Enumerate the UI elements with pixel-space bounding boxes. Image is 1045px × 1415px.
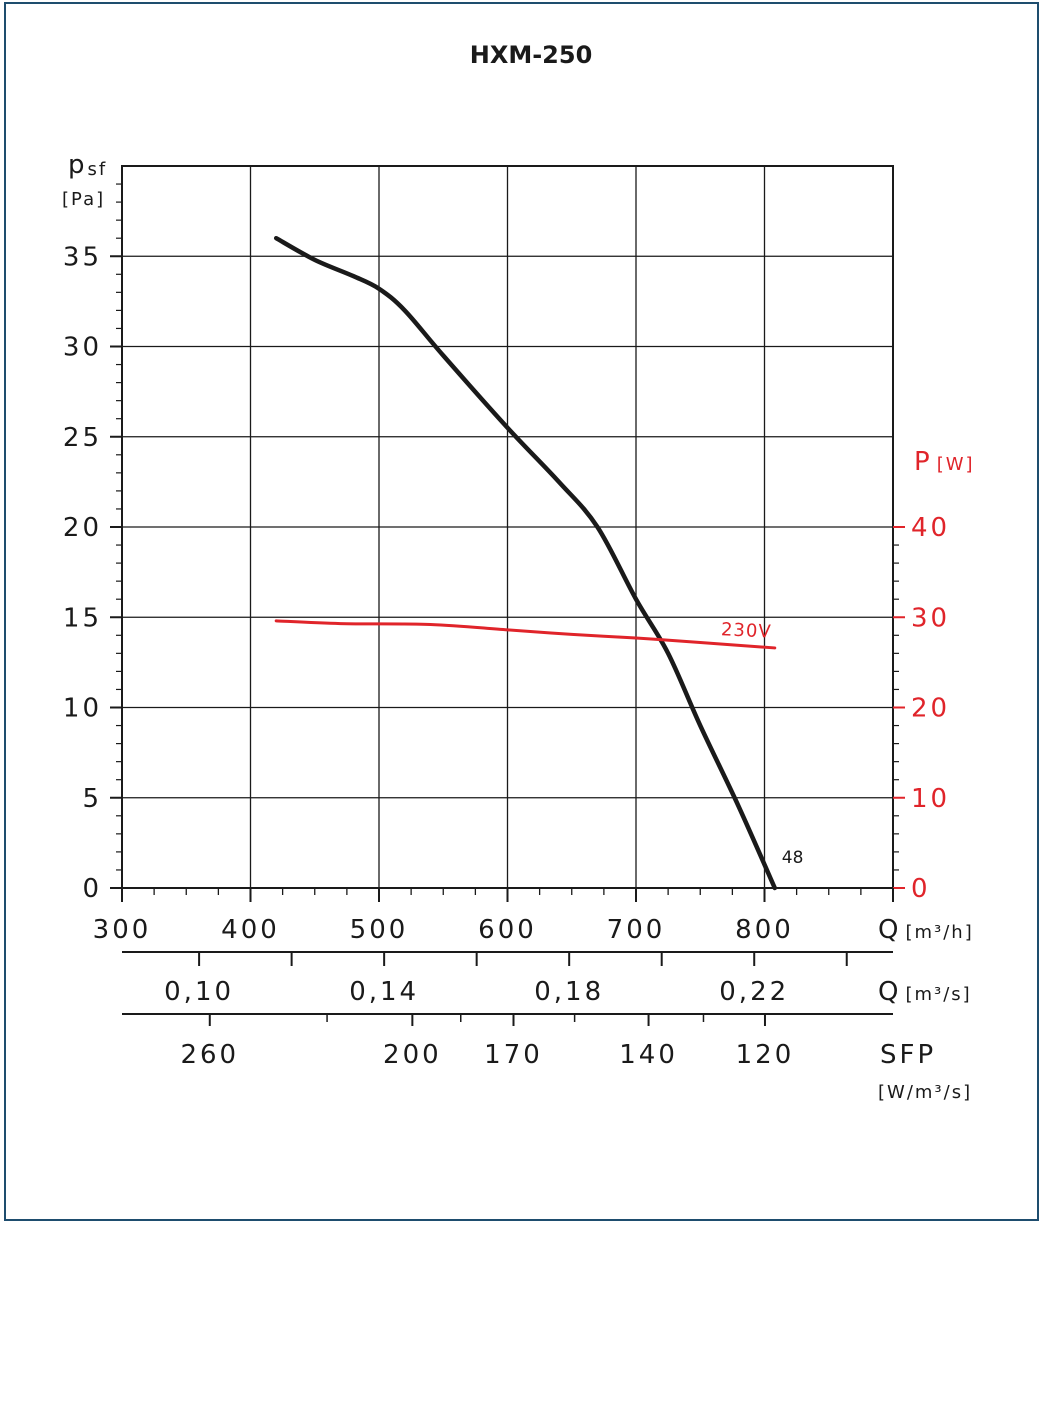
sfp-unit: [W/m³/s] bbox=[878, 1082, 972, 1103]
y-right-tick-label: 40 bbox=[911, 513, 950, 543]
x2-label: Q [m³/s] bbox=[878, 977, 972, 1007]
x-tick-label: 700 bbox=[607, 915, 666, 945]
x-tick-label: 600 bbox=[478, 915, 537, 945]
y-left-tick-label: 20 bbox=[63, 513, 102, 543]
x-tick-label: 400 bbox=[221, 915, 280, 945]
y-left-tick-label: 5 bbox=[82, 784, 102, 814]
y-right-label: P [W] bbox=[914, 447, 975, 477]
y-left-tick-label: 15 bbox=[63, 603, 102, 633]
y-left-tick-label: 35 bbox=[63, 242, 102, 272]
axis-ticks bbox=[110, 183, 905, 1026]
sfp-tick-label: 170 bbox=[484, 1040, 543, 1070]
sfp-tick-label: 200 bbox=[383, 1040, 442, 1070]
sfp-tick-label: 120 bbox=[736, 1040, 795, 1070]
x-label: Q [m³/h] bbox=[878, 915, 974, 945]
y-right-tick-label: 10 bbox=[911, 784, 950, 814]
y-left-unit: [Pa] bbox=[62, 189, 105, 210]
x2-tick-label: 0,18 bbox=[534, 977, 604, 1007]
y-left-tick-label: 30 bbox=[63, 333, 102, 363]
x2-tick-label: 0,22 bbox=[719, 977, 789, 1007]
axis-tick-labels: 0 5 10 15 20 25 30 35 0 10 20 30 40 300 400 500 600 700 80… bbox=[63, 242, 950, 1070]
chart-title: HXM-250 bbox=[470, 41, 593, 69]
pressure-curve bbox=[273, 235, 778, 891]
x2-tick-label: 0,14 bbox=[349, 977, 419, 1007]
x-tick-label: 300 bbox=[93, 915, 152, 945]
y-right-tick-label: 20 bbox=[911, 694, 950, 724]
y-right-tick-label: 30 bbox=[911, 603, 950, 633]
x-tick-label: 500 bbox=[350, 915, 409, 945]
grid bbox=[121, 165, 894, 889]
pressure-curve-label: 48 bbox=[782, 848, 804, 868]
sfp-label: SFP bbox=[880, 1040, 936, 1070]
x-tick-label: 800 bbox=[735, 915, 794, 945]
x2-tick-label: 0,10 bbox=[164, 977, 234, 1007]
sfp-tick-label: 140 bbox=[619, 1040, 678, 1070]
y-left-tick-label: 25 bbox=[63, 423, 102, 453]
y-right-tick-label: 0 bbox=[911, 874, 931, 904]
y-left-label: psf bbox=[68, 150, 107, 180]
sfp-tick-label: 260 bbox=[180, 1040, 239, 1070]
y-left-tick-label: 0 bbox=[82, 874, 102, 904]
y-left-tick-label: 10 bbox=[63, 694, 102, 724]
data-series: 48 230V bbox=[273, 235, 804, 891]
power-curve bbox=[274, 619, 777, 650]
power-curve-label: 230V bbox=[720, 619, 772, 643]
chart-frame bbox=[4, 2, 1039, 1221]
